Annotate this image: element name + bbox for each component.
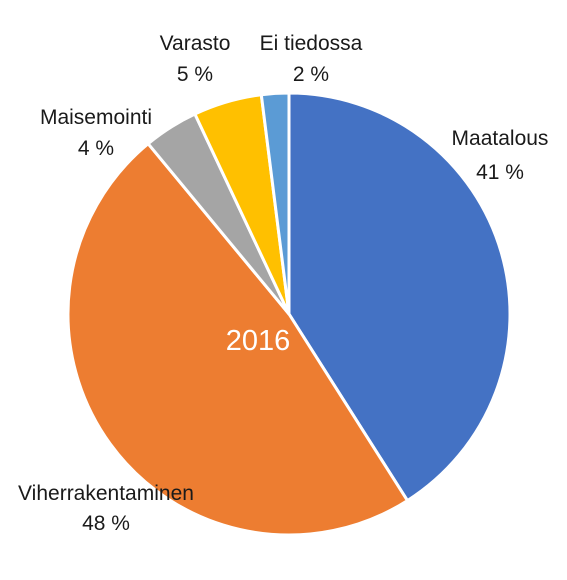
label-value-maatalous: 41 % — [476, 161, 524, 184]
label-value-varasto: 5 % — [177, 63, 213, 86]
label-name-varasto: Varasto — [160, 32, 231, 55]
label-name-ei-tiedossa: Ei tiedossa — [260, 32, 363, 55]
slice-labels: Maatalous 41 % Viherrakentaminen 48 % Ma… — [18, 32, 548, 535]
pie-slices — [66, 91, 512, 537]
center-year-label: 2016 — [226, 325, 291, 357]
pie-slice-viherrakentaminen — [66, 142, 409, 537]
label-name-viherrakentaminen: Viherrakentaminen — [18, 482, 194, 505]
label-name-maisemointi: Maisemointi — [40, 106, 152, 129]
label-name-maatalous: Maatalous — [452, 127, 549, 150]
label-value-ei-tiedossa: 2 % — [293, 63, 329, 86]
label-value-maisemointi: 4 % — [78, 137, 114, 160]
pie-slice-ei-tiedossa — [259, 91, 291, 316]
label-value-viherrakentaminen: 48 % — [82, 512, 130, 535]
